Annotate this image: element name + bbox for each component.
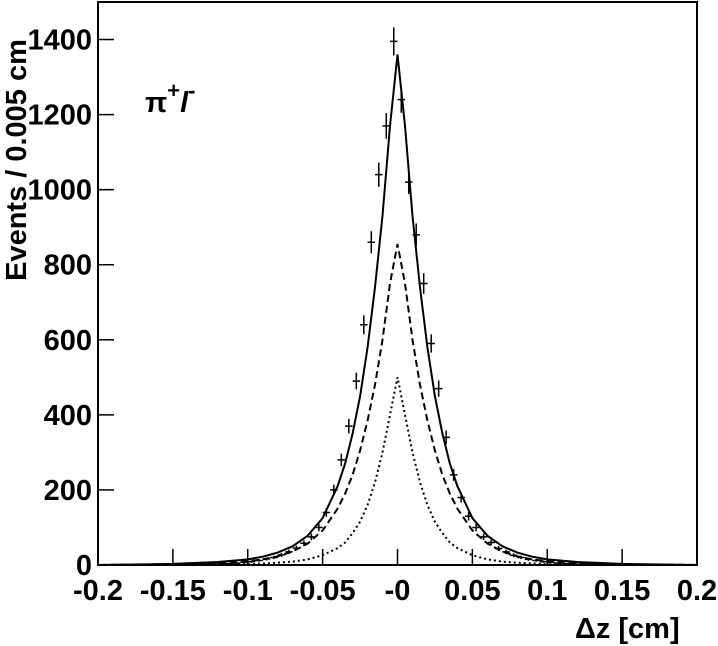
y-axis-title: Events / 0.005 cm bbox=[1, 39, 33, 281]
x-tick-label: -0.1 bbox=[223, 575, 273, 607]
data-point bbox=[345, 418, 353, 434]
y-tick-label: 1200 bbox=[27, 100, 92, 132]
data-point bbox=[247, 560, 256, 563]
data-point bbox=[562, 562, 570, 565]
data-point bbox=[382, 113, 391, 139]
annotation: π+l- bbox=[145, 78, 195, 119]
x-tick-label: 0.1 bbox=[527, 575, 567, 607]
y-tick-label: 800 bbox=[44, 250, 92, 282]
fit-curve bbox=[98, 377, 697, 566]
data-point bbox=[427, 334, 435, 353]
data-point bbox=[375, 162, 383, 187]
x-axis-title: Δz [cm] bbox=[575, 613, 680, 645]
data-point bbox=[487, 539, 495, 546]
y-tick-label: 0 bbox=[76, 550, 92, 582]
x-tick-label: 0.2 bbox=[677, 575, 717, 607]
data-point bbox=[539, 560, 548, 563]
data-point bbox=[434, 380, 443, 397]
annotation-sup: - bbox=[188, 78, 195, 103]
y-tick-label: 600 bbox=[44, 325, 92, 357]
x-tick-label: -0.05 bbox=[290, 575, 356, 607]
data-point bbox=[360, 315, 368, 335]
data-point bbox=[315, 523, 323, 532]
data-point bbox=[352, 372, 361, 390]
data-point bbox=[390, 27, 398, 56]
y-tick-label: 400 bbox=[44, 400, 92, 432]
fit-curve bbox=[97, 54, 698, 566]
x-tick-label: -0 bbox=[385, 575, 411, 607]
annotation-letter: l bbox=[180, 87, 189, 119]
data-point bbox=[419, 273, 428, 294]
fit-curve bbox=[97, 243, 698, 566]
x-tick-label: 0.15 bbox=[594, 575, 650, 607]
y-tick-label: 1000 bbox=[27, 175, 92, 207]
annotation-sup: + bbox=[167, 78, 180, 103]
data-point bbox=[337, 453, 346, 467]
data-point bbox=[367, 231, 376, 254]
x-tick-label: 0.05 bbox=[444, 575, 500, 607]
data-point bbox=[277, 552, 286, 557]
y-tick-label: 200 bbox=[44, 475, 92, 507]
x-tick-label: -0.15 bbox=[140, 575, 206, 607]
y-tick-label: 1400 bbox=[27, 25, 92, 57]
x-tick-label: -0.2 bbox=[73, 575, 123, 607]
data-point bbox=[472, 523, 480, 532]
annotation-base: π bbox=[145, 87, 167, 119]
